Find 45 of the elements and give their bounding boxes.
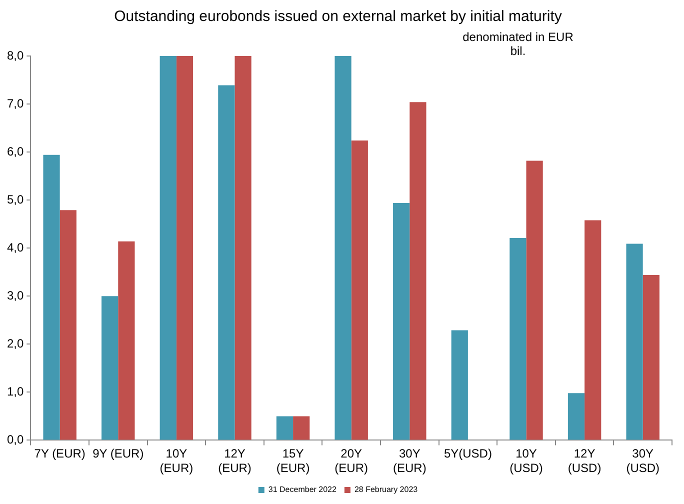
y-tick-label: 7,0 — [6, 96, 24, 110]
bar — [568, 393, 585, 440]
bar — [60, 210, 76, 440]
bar — [526, 160, 543, 440]
y-tick-label: 1,0 — [6, 384, 24, 398]
x-tick-label: 12Y (EUR) — [218, 446, 252, 476]
legend-label: 31 December 2022 — [268, 485, 337, 494]
y-tick-label: 5,0 — [6, 192, 24, 206]
bar — [102, 296, 118, 440]
y-tick-label: 6,0 — [6, 144, 24, 158]
x-tick-label: 9Y (EUR) — [92, 446, 144, 461]
bar — [118, 241, 135, 440]
bar — [510, 238, 526, 440]
y-tick-label: 3,0 — [6, 288, 24, 302]
bar — [351, 140, 368, 440]
bar — [410, 102, 426, 440]
x-tick-label: 15Y (EUR) — [276, 446, 310, 476]
x-tick-label: 5Y(USD) — [444, 446, 492, 461]
legend-label: 28 February 2023 — [354, 485, 418, 494]
bar — [234, 56, 252, 440]
bar — [276, 416, 294, 440]
bar — [451, 330, 468, 440]
y-tick-label: 4,0 — [6, 240, 24, 254]
annotation: denominated in EUR bil. — [462, 30, 574, 58]
bar — [176, 56, 194, 440]
x-tick-label: 30Y (EUR) — [392, 446, 426, 476]
bar — [43, 154, 60, 440]
bar — [334, 56, 352, 440]
bar — [626, 244, 643, 440]
y-tick-label: 2,0 — [6, 336, 24, 350]
x-tick-label: 12Y (USD) — [568, 446, 602, 476]
bar — [218, 85, 235, 440]
chart-title: Outstanding eurobonds issued on external market by initial maturity — [114, 8, 562, 26]
bar — [584, 220, 602, 440]
x-tick-label: 10Y (EUR) — [160, 446, 194, 476]
x-tick-label: 20Y (EUR) — [334, 446, 368, 476]
x-tick-label: 7Y (EUR) — [34, 446, 86, 461]
x-tick-label: 30Y (USD) — [626, 446, 660, 476]
y-tick-label: 0,0 — [6, 432, 24, 447]
bar — [160, 56, 176, 440]
bar — [293, 416, 310, 440]
x-tick-label: 10Y (USD) — [510, 446, 543, 476]
bar — [393, 202, 410, 440]
bar — [642, 274, 660, 440]
y-tick-label: 8,0 — [6, 48, 24, 62]
